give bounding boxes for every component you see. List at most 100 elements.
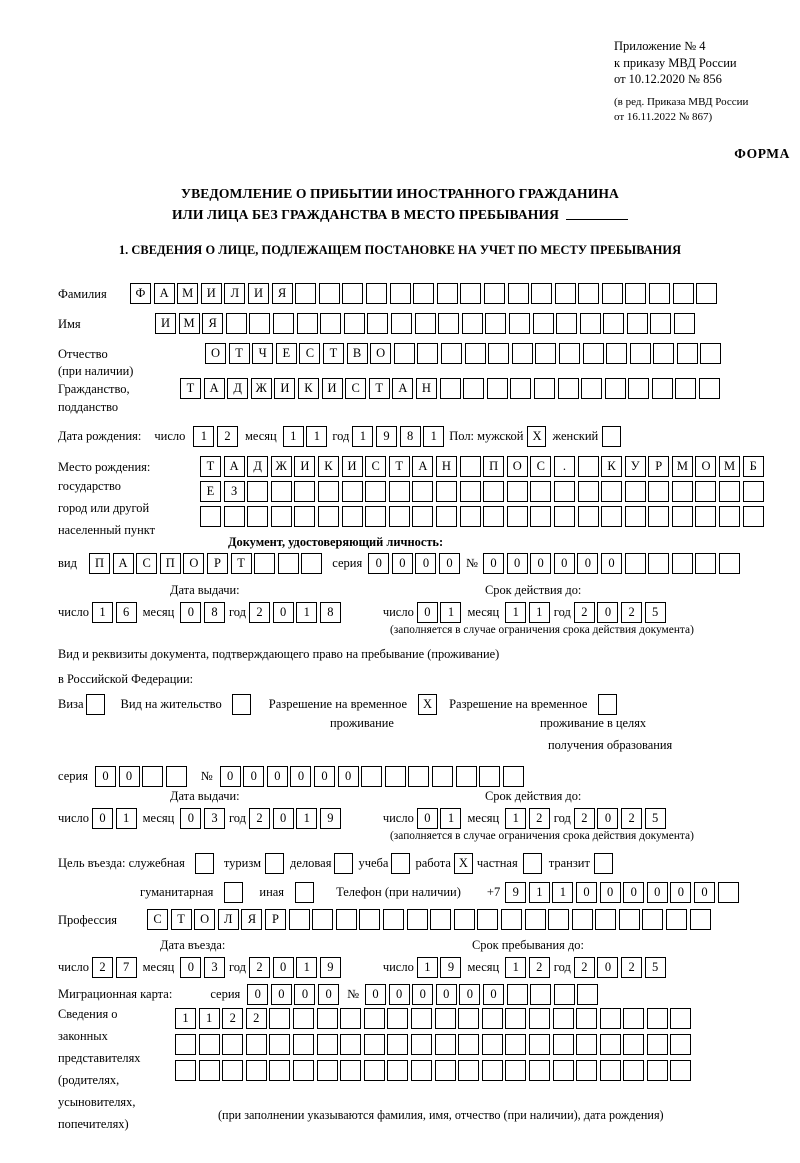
form-cell[interactable] — [223, 505, 245, 527]
form-cell[interactable]: 0 — [219, 765, 241, 787]
form-cell[interactable]: П — [483, 455, 505, 477]
form-cell[interactable]: 0 — [646, 881, 668, 903]
form-cell[interactable]: 0 — [118, 765, 140, 787]
form-cell[interactable] — [595, 908, 617, 930]
form-cell[interactable]: 1 — [505, 601, 527, 623]
form-cell[interactable]: М — [671, 455, 693, 477]
form-cell[interactable] — [340, 1059, 362, 1081]
form-cell[interactable]: 0 — [337, 765, 359, 787]
form-cell[interactable] — [406, 908, 428, 930]
form-cell[interactable] — [270, 480, 292, 502]
purpose-work-checkbox[interactable]: X — [453, 852, 473, 874]
form-cell[interactable] — [272, 312, 294, 334]
form-cell[interactable]: 6 — [115, 601, 137, 623]
form-cell[interactable]: А — [112, 552, 134, 574]
form-cell[interactable] — [700, 342, 722, 364]
form-cell[interactable]: 9 — [319, 956, 341, 978]
form-cell[interactable]: 1 — [198, 1007, 220, 1029]
form-cell[interactable]: 0 — [294, 983, 316, 1005]
form-cell[interactable] — [603, 312, 625, 334]
form-cell[interactable] — [651, 377, 673, 399]
form-cell[interactable] — [599, 1033, 621, 1055]
form-cell[interactable] — [483, 505, 505, 527]
form-cell[interactable] — [553, 983, 575, 1005]
form-cell[interactable] — [599, 1007, 621, 1029]
form-cell[interactable]: 2 — [621, 956, 643, 978]
form-cell[interactable] — [384, 765, 406, 787]
form-cell[interactable] — [511, 342, 533, 364]
form-cell[interactable] — [689, 908, 711, 930]
form-cell[interactable]: 0 — [553, 552, 575, 574]
form-cell[interactable] — [247, 480, 269, 502]
form-cell[interactable] — [387, 1033, 409, 1055]
form-cell[interactable] — [624, 480, 646, 502]
form-cell[interactable]: 0 — [368, 552, 390, 574]
form-cell[interactable]: 0 — [272, 956, 294, 978]
form-cell[interactable] — [557, 377, 579, 399]
form-cell[interactable] — [455, 765, 477, 787]
form-cell[interactable] — [481, 1007, 503, 1029]
form-cell[interactable]: 9 — [440, 956, 462, 978]
form-cell[interactable] — [459, 455, 481, 477]
form-cell[interactable]: 1 — [416, 956, 438, 978]
form-cell[interactable] — [577, 505, 599, 527]
form-cell[interactable] — [718, 552, 740, 574]
form-cell[interactable] — [341, 505, 363, 527]
visa-checkbox[interactable] — [85, 693, 105, 715]
form-cell[interactable]: 2 — [249, 956, 271, 978]
form-cell[interactable] — [623, 1033, 645, 1055]
form-cell[interactable]: А — [203, 377, 225, 399]
form-cell[interactable]: 1 — [296, 601, 318, 623]
form-cell[interactable] — [365, 505, 387, 527]
form-cell[interactable]: Ф — [130, 282, 151, 304]
legal-rep-cells-2[interactable] — [175, 1033, 692, 1055]
form-cell[interactable]: 0 — [94, 765, 116, 787]
legal-rep-cells-3[interactable] — [175, 1059, 692, 1081]
form-cell[interactable]: 1 — [306, 425, 328, 447]
form-cell[interactable]: 9 — [319, 807, 341, 829]
form-cell[interactable] — [341, 480, 363, 502]
form-cell[interactable]: 0 — [388, 983, 410, 1005]
form-cell[interactable] — [367, 312, 389, 334]
form-cell[interactable] — [270, 505, 292, 527]
purpose-other-checkbox[interactable] — [295, 881, 315, 903]
form-cell[interactable]: О — [194, 908, 216, 930]
form-cell[interactable] — [674, 312, 696, 334]
form-cell[interactable]: О — [205, 342, 226, 364]
form-cell[interactable] — [576, 1007, 598, 1029]
edu-permit-checkbox[interactable] — [598, 693, 618, 715]
form-cell[interactable]: 0 — [92, 807, 114, 829]
form-cell[interactable]: 2 — [249, 601, 271, 623]
form-cell[interactable] — [479, 765, 501, 787]
form-cell[interactable] — [438, 312, 460, 334]
form-cell[interactable] — [435, 480, 457, 502]
form-cell[interactable] — [222, 1059, 244, 1081]
form-cell[interactable] — [435, 505, 457, 527]
form-cell[interactable] — [245, 1059, 267, 1081]
form-cell[interactable]: С — [365, 455, 387, 477]
form-cell[interactable] — [533, 377, 555, 399]
form-cell[interactable]: 2 — [621, 807, 643, 829]
form-cell[interactable]: 0 — [693, 881, 715, 903]
form-cell[interactable]: 0 — [416, 601, 438, 623]
form-cell[interactable]: Т — [200, 455, 221, 477]
form-cell[interactable] — [488, 342, 510, 364]
form-cell[interactable] — [582, 342, 604, 364]
purpose-private-checkbox[interactable] — [522, 852, 542, 874]
form-cell[interactable] — [530, 480, 552, 502]
form-cell[interactable] — [532, 312, 554, 334]
purpose-transit-checkbox[interactable] — [593, 852, 613, 874]
form-cell[interactable] — [410, 1059, 432, 1081]
form-cell[interactable]: Л — [224, 282, 246, 304]
form-cell[interactable]: 0 — [439, 552, 461, 574]
form-cell[interactable]: Е — [275, 342, 297, 364]
form-cell[interactable]: 1 — [505, 956, 527, 978]
form-cell[interactable] — [599, 1059, 621, 1081]
